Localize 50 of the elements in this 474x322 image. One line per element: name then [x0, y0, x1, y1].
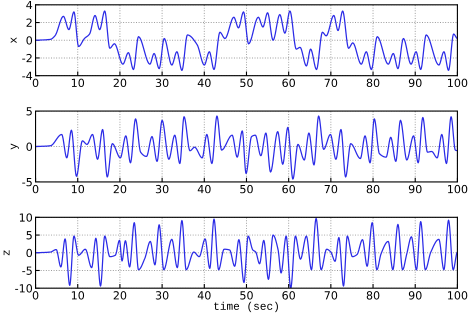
- x-tick-label: 90: [408, 184, 422, 194]
- x-tick-label: 80: [366, 291, 380, 300]
- x-tick-label: 50: [240, 291, 253, 300]
- y-tick-label: -5: [22, 266, 32, 275]
- x-tick-label: 30: [156, 184, 168, 194]
- y-tick-label: -10: [15, 284, 32, 293]
- y-tick-label: 0: [26, 248, 32, 258]
- x-tick-label: 90: [408, 78, 422, 88]
- x-tick-label: 20: [114, 291, 126, 300]
- y-axis-title: y: [10, 144, 19, 150]
- y-tick-label: -2: [22, 54, 32, 62]
- x-tick-label: 20: [114, 78, 126, 88]
- y-tick-label: -4: [22, 72, 32, 80]
- x-tick-label: 40: [198, 291, 211, 300]
- x-tick-label: 70: [324, 291, 338, 300]
- x-tick-label: 10: [72, 78, 84, 88]
- x-tick-label: 80: [366, 78, 380, 88]
- x-tick-label: 60: [282, 184, 295, 194]
- x-tick-label: 100: [448, 291, 468, 300]
- x-tick-label: 100: [448, 78, 468, 88]
- y-tick-label: 4: [26, 0, 32, 10]
- x-tick-label: 40: [198, 78, 211, 88]
- x-tick-label: 30: [156, 78, 168, 88]
- x-tick-label: 30: [156, 291, 168, 300]
- x-tick-label: 100: [448, 184, 468, 194]
- y-tick-label: 5: [26, 231, 32, 240]
- x-tick-label: 20: [114, 184, 126, 194]
- x-tick-label: 90: [408, 291, 422, 300]
- x-tick-label: 60: [282, 291, 295, 300]
- y-axis-title: x: [10, 37, 17, 44]
- x-tick-label: 60: [282, 78, 295, 88]
- y-axis-title: z: [4, 250, 10, 256]
- x-tick-label: 0: [32, 184, 38, 194]
- x-tick-label: 10: [72, 184, 84, 194]
- x-tick-label: 70: [324, 78, 338, 88]
- x-tick-label: 0: [32, 291, 38, 300]
- y-tick-label: 10: [20, 213, 32, 222]
- y-tick-label: 5: [26, 107, 32, 116]
- x-tick-label: 10: [72, 291, 84, 300]
- x-axis-title: time (sec): [214, 302, 278, 312]
- y-tick-label: 2: [26, 18, 32, 27]
- x-tick-label: 50: [240, 78, 253, 88]
- y-tick-label: 0: [26, 142, 32, 151]
- y-tick-label: -5: [22, 178, 32, 186]
- x-tick-label: 40: [198, 184, 211, 194]
- y-tick-label: 0: [26, 36, 32, 45]
- x-tick-label: 0: [32, 78, 38, 88]
- x-tick-label: 70: [324, 184, 338, 194]
- x-tick-label: 50: [240, 184, 253, 194]
- x-tick-label: 80: [366, 184, 380, 194]
